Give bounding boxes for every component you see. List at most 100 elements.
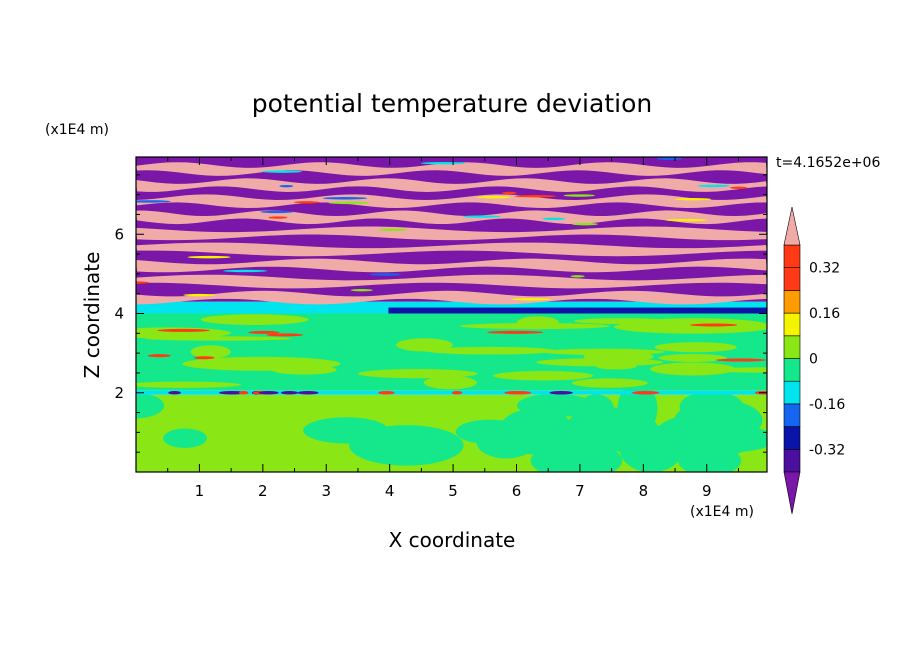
- field-layer-edge: [262, 170, 302, 173]
- field-layer-positive: [136, 162, 767, 176]
- x-tick-label: 6: [512, 482, 522, 500]
- field-layer-edge: [136, 281, 149, 284]
- field-layer-edge: [420, 161, 466, 165]
- field-streak-positive: [200, 314, 309, 325]
- x-tick-label: 8: [639, 482, 649, 500]
- field-filament-warm: [194, 356, 215, 360]
- y-tick-label: 4: [114, 305, 124, 323]
- colorbar-bin: [783, 426, 801, 450]
- field-interface-streak: [549, 390, 573, 395]
- field-layer-positive: [136, 226, 767, 241]
- field-layer-positive: [136, 242, 767, 257]
- field-interface-streak: [238, 390, 249, 395]
- field-blob-negative: [136, 393, 165, 419]
- colorbar-label: 0.32: [809, 261, 840, 277]
- field-interface-streak: [168, 390, 181, 395]
- y-tick-label: 6: [114, 225, 124, 243]
- field-blob-negative: [617, 382, 658, 435]
- field-streak-positive: [358, 369, 478, 379]
- field-interface-streak: [280, 390, 299, 395]
- field-layer-edge: [328, 201, 371, 205]
- colorbar-label: 0.16: [809, 306, 840, 322]
- field-streak-positive: [493, 370, 593, 381]
- field-layer-edge: [279, 184, 294, 188]
- colorbar-extend-max: [783, 206, 801, 246]
- colorbar-bin: [783, 448, 801, 473]
- x-unit-label: (x1E4 m): [690, 504, 754, 520]
- colorbar: 0.32 0.16 0 -0.16 -0.32: [783, 206, 845, 515]
- plot-frame: [135, 156, 768, 473]
- field-layer-edge: [697, 184, 731, 188]
- field-streak-positive: [182, 356, 341, 371]
- field-filament-warm: [266, 333, 304, 337]
- field-layer-edge: [260, 210, 294, 214]
- y-tick-label: 2: [114, 384, 124, 402]
- field-interface-streak: [631, 390, 660, 395]
- field-streak-positive: [424, 346, 556, 355]
- colorbar-label: 0: [809, 352, 818, 368]
- field-layer-edge: [563, 194, 596, 197]
- field-layer-edge: [571, 222, 598, 226]
- field-streak-positive: [573, 318, 672, 325]
- field-layer-edge: [570, 275, 585, 278]
- field-filament-warm: [690, 323, 738, 327]
- field-layer-edge: [729, 186, 748, 190]
- field-layer-edge: [462, 215, 501, 218]
- x-tick-label: 7: [575, 482, 585, 500]
- field-layer-positive: [136, 258, 767, 273]
- field-streak-positive: [654, 342, 737, 353]
- field-interface-streak: [378, 390, 395, 395]
- y-axis-label: Z coordinate: [80, 252, 104, 379]
- field-layer-edge: [511, 298, 551, 301]
- field-blob-negative: [163, 428, 207, 448]
- plot-area: [136, 157, 767, 472]
- field-layer-edge: [322, 197, 368, 200]
- field-filament-warm: [248, 330, 280, 334]
- field-blob-negative: [682, 425, 767, 453]
- field-filament-warm: [487, 330, 544, 334]
- colorbar-bin: [783, 380, 801, 405]
- field-layer-positive: [136, 274, 767, 289]
- x-tick-label: 2: [258, 482, 268, 500]
- field-layer-edge: [656, 157, 683, 160]
- field-layer-edge: [268, 216, 288, 219]
- field-layer-edge: [542, 217, 565, 221]
- field-layer-edge: [514, 194, 557, 198]
- field-blue-band: [388, 307, 767, 314]
- x-tick-label: 9: [702, 482, 712, 500]
- field-interface-band: [136, 390, 767, 395]
- field-streak-positive: [423, 376, 477, 390]
- field-interface-streak: [218, 390, 246, 395]
- x-axis-label: X coordinate: [389, 528, 516, 552]
- colorbar-bin: [783, 244, 801, 269]
- field-streak-positive: [658, 353, 727, 363]
- field-interface-streak: [297, 390, 319, 395]
- x-tick-label: 4: [385, 482, 395, 500]
- chart-title: potential temperature deviation: [252, 89, 652, 118]
- colorbar-label: -0.32: [809, 442, 845, 458]
- field-layer-positive: [136, 178, 767, 192]
- field-streak-positive: [144, 336, 293, 341]
- field-filament-warm: [715, 358, 767, 362]
- field-layer-edge: [223, 269, 268, 273]
- field-filament-warm: [147, 354, 171, 358]
- field-interface-streak: [258, 390, 279, 395]
- field-layer-edge: [293, 201, 320, 204]
- field-streak-positive: [459, 323, 611, 330]
- field-layer-edge: [350, 288, 373, 292]
- field-layer-positive: [136, 194, 767, 209]
- colorbar-label: -0.16: [809, 397, 845, 413]
- x-tick-label: 1: [195, 482, 205, 500]
- field-layer-edge: [183, 293, 216, 297]
- field-streak-positive: [650, 362, 736, 376]
- y-axis: 2 4 6: [114, 174, 767, 453]
- field-streak-positive: [396, 338, 453, 352]
- colorbar-bin: [783, 358, 801, 382]
- x-tick-label: 5: [448, 482, 458, 500]
- field-layer-edge: [378, 228, 407, 231]
- x-tick-label: 3: [321, 482, 331, 500]
- colorbar-bin: [783, 312, 801, 337]
- field-layer-edge: [665, 218, 707, 222]
- field-streak-positive: [190, 345, 231, 359]
